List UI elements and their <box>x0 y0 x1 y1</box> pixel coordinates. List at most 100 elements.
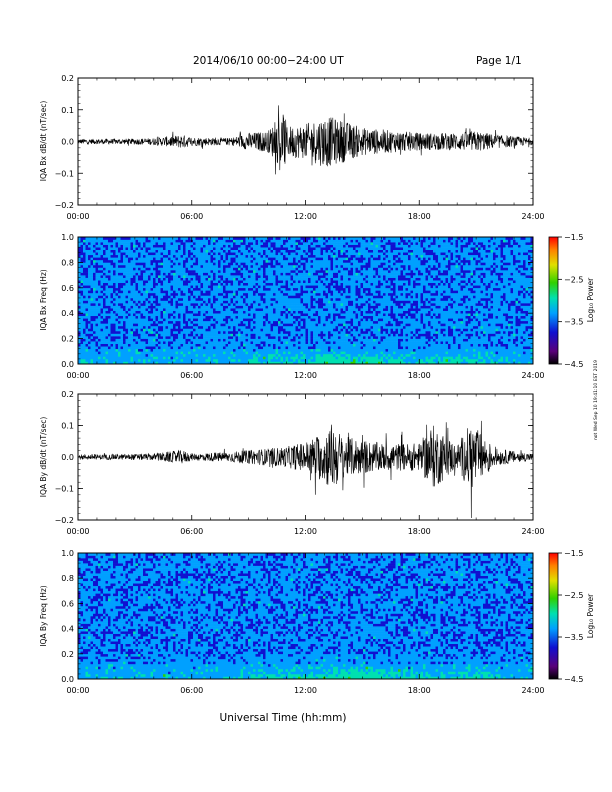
heatmap-cell <box>175 277 179 281</box>
heatmap-cell <box>110 313 114 317</box>
heatmap-cell <box>153 272 156 276</box>
heatmap-cell <box>170 310 174 314</box>
heatmap-cell <box>185 237 189 240</box>
heatmap-cell <box>190 356 194 360</box>
heatmap-cell <box>260 237 264 240</box>
heatmap-cell <box>190 325 194 329</box>
heatmap-cell <box>170 333 174 337</box>
heatmap-cell <box>288 330 291 334</box>
heatmap-cell <box>180 297 184 301</box>
heatmap-cell <box>305 303 309 306</box>
heatmap-cell <box>313 325 316 329</box>
heatmap-cell <box>110 325 114 329</box>
heatmap-cell <box>305 244 309 248</box>
heatmap-cell <box>218 277 221 281</box>
heatmap-cell <box>205 242 209 245</box>
heatmap-cell <box>258 358 261 362</box>
heatmap-cell <box>150 356 154 360</box>
heatmap-cell <box>225 328 229 332</box>
heatmap-cell <box>115 287 119 291</box>
heatmap-cell <box>205 264 209 268</box>
heatmap-cell <box>110 343 114 347</box>
heatmap-cell <box>123 254 126 258</box>
heatmap-cell <box>115 305 119 309</box>
heatmap-cell <box>320 353 324 357</box>
heatmap-cell <box>255 287 259 291</box>
heatmap-cell <box>98 310 101 314</box>
heatmap-cell <box>155 267 159 271</box>
heatmap-cell <box>163 287 166 291</box>
heatmap-cell <box>158 303 161 306</box>
heatmap-cell <box>90 358 94 362</box>
heatmap-cell <box>305 351 309 355</box>
heatmap-cell <box>265 272 269 276</box>
heatmap-cell <box>130 315 134 319</box>
heatmap-cell <box>243 358 246 362</box>
heatmap-cell <box>250 330 254 334</box>
heatmap-cell <box>80 249 84 253</box>
heatmap-cell <box>140 313 144 317</box>
heatmap-cell <box>100 343 104 347</box>
heatmap-cell <box>280 280 284 284</box>
heatmap-cell <box>125 336 129 339</box>
heatmap-cell <box>93 254 96 258</box>
heatmap-cell <box>113 315 116 319</box>
heatmap-cell <box>278 313 281 317</box>
heatmap-cell <box>88 275 91 278</box>
heatmap-cell <box>113 351 116 355</box>
heatmap-cell <box>83 343 86 347</box>
heatmap-cell <box>135 239 139 243</box>
heatmap-cell <box>303 292 306 296</box>
heatmap-cell <box>153 358 156 362</box>
heatmap-cell <box>170 254 174 258</box>
heatmap-cell <box>185 295 189 299</box>
heatmap-cell <box>275 361 279 365</box>
heatmap-cell <box>280 303 284 306</box>
heatmap-cell <box>185 308 189 311</box>
heatmap-cell <box>98 242 101 245</box>
heatmap-cell <box>303 262 306 266</box>
heatmap-cell <box>188 239 191 243</box>
heatmap-cell <box>205 297 209 301</box>
heatmap-cell <box>255 259 259 263</box>
heatmap-cell <box>140 290 144 294</box>
heatmap-cell <box>100 348 104 352</box>
heatmap-cell <box>110 341 114 344</box>
heatmap-cell <box>303 249 306 253</box>
heatmap-cell <box>215 361 219 365</box>
heatmap-cell <box>90 290 94 294</box>
heatmap-cell <box>115 239 119 243</box>
heatmap-cell <box>155 242 159 245</box>
heatmap-cell <box>268 252 271 256</box>
heatmap-cell <box>95 262 99 266</box>
heatmap-cell <box>283 343 286 347</box>
heatmap-cell <box>228 262 231 266</box>
heatmap-cell <box>223 303 226 306</box>
heatmap-cell <box>245 242 249 245</box>
heatmap-cell <box>200 275 204 278</box>
heatmap-cell <box>188 310 191 314</box>
heatmap-cell <box>175 270 179 273</box>
heatmap-cell <box>148 242 151 245</box>
heatmap-cell <box>263 336 266 339</box>
heatmap-cell <box>103 254 106 258</box>
heatmap-cell <box>145 328 149 332</box>
heatmap-cell <box>283 351 286 355</box>
heatmap-cell <box>208 341 211 344</box>
heatmap-cell <box>98 239 101 243</box>
heatmap-cell <box>138 330 141 334</box>
heatmap-cell <box>265 323 269 327</box>
heatmap-cell <box>80 280 84 284</box>
heatmap-cell <box>183 346 186 350</box>
heatmap-cell <box>205 346 209 350</box>
heatmap-cell <box>250 252 254 256</box>
heatmap-cell <box>243 308 246 311</box>
heatmap-cell <box>233 315 236 319</box>
heatmap-cell <box>218 358 221 362</box>
heatmap-cell <box>170 356 174 360</box>
heatmap-cell <box>95 252 99 256</box>
heatmap-cell <box>120 254 124 258</box>
heatmap-cell <box>93 259 96 263</box>
heatmap-cell <box>180 272 184 276</box>
heatmap-cell <box>88 254 91 258</box>
